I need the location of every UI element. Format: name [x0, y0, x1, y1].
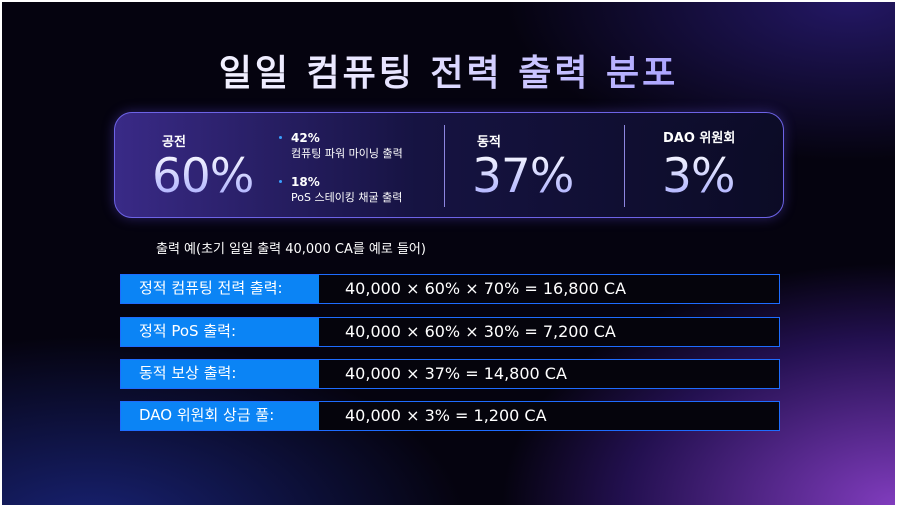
output-row-label: 정적 PoS 출력: — [121, 318, 319, 346]
output-row: 정적 컴퓨팅 전력 출력: 40,000 × 60% × 70% = 16,80… — [120, 274, 780, 304]
dao-percent: 3% — [662, 149, 736, 204]
mining-percent: 42% — [291, 131, 320, 145]
bullet-icon — [279, 136, 282, 139]
dynamic-label: 동적 — [477, 135, 501, 150]
output-row: 정적 PoS 출력: 40,000 × 60% × 30% = 7,200 CA — [120, 317, 780, 347]
distribution-panel: 공전 60% 42% 컴퓨팅 파워 마이닝 출력 18% PoS 스테이킹 채굴… — [114, 112, 784, 218]
output-row-value: 40,000 × 37% = 14,800 CA — [345, 364, 567, 383]
fixed-item-staking: 18% PoS 스테이킹 채굴 출력 — [291, 175, 402, 205]
staking-desc: PoS 스테이킹 채굴 출력 — [291, 191, 403, 204]
output-row-label: 동적 보상 출력: — [121, 360, 319, 388]
fixed-item-mining: 42% 컴퓨팅 파워 마이닝 출력 — [291, 131, 403, 161]
dao-label: DAO 위원회 — [663, 131, 736, 146]
dynamic-percent: 37% — [472, 149, 574, 204]
output-row-value: 40,000 × 3% = 1,200 CA — [345, 406, 547, 425]
output-row: 동적 보상 출력: 40,000 × 37% = 14,800 CA — [120, 359, 780, 389]
output-row: DAO 위원회 상금 풀: 40,000 × 3% = 1,200 CA — [120, 401, 780, 431]
staking-percent: 18% — [291, 175, 320, 189]
example-caption: 출력 예(초기 일일 출력 40,000 CA를 예로 들어) — [156, 242, 426, 257]
output-row-label: 정적 컴퓨팅 전력 출력: — [121, 275, 319, 303]
output-row-label: DAO 위원회 상금 풀: — [121, 402, 319, 430]
bullet-icon — [279, 180, 282, 183]
panel-divider — [444, 125, 445, 207]
output-row-value: 40,000 × 60% × 30% = 7,200 CA — [345, 322, 616, 341]
mining-desc: 컴퓨팅 파워 마이닝 출력 — [291, 147, 403, 160]
slide-title: 일일 컴퓨팅 전력 출력 분포 — [2, 44, 895, 96]
output-row-value: 40,000 × 60% × 70% = 16,800 CA — [345, 279, 627, 298]
fixed-percent: 60% — [152, 149, 254, 204]
panel-divider — [624, 125, 625, 207]
fixed-label: 공전 — [162, 135, 186, 150]
